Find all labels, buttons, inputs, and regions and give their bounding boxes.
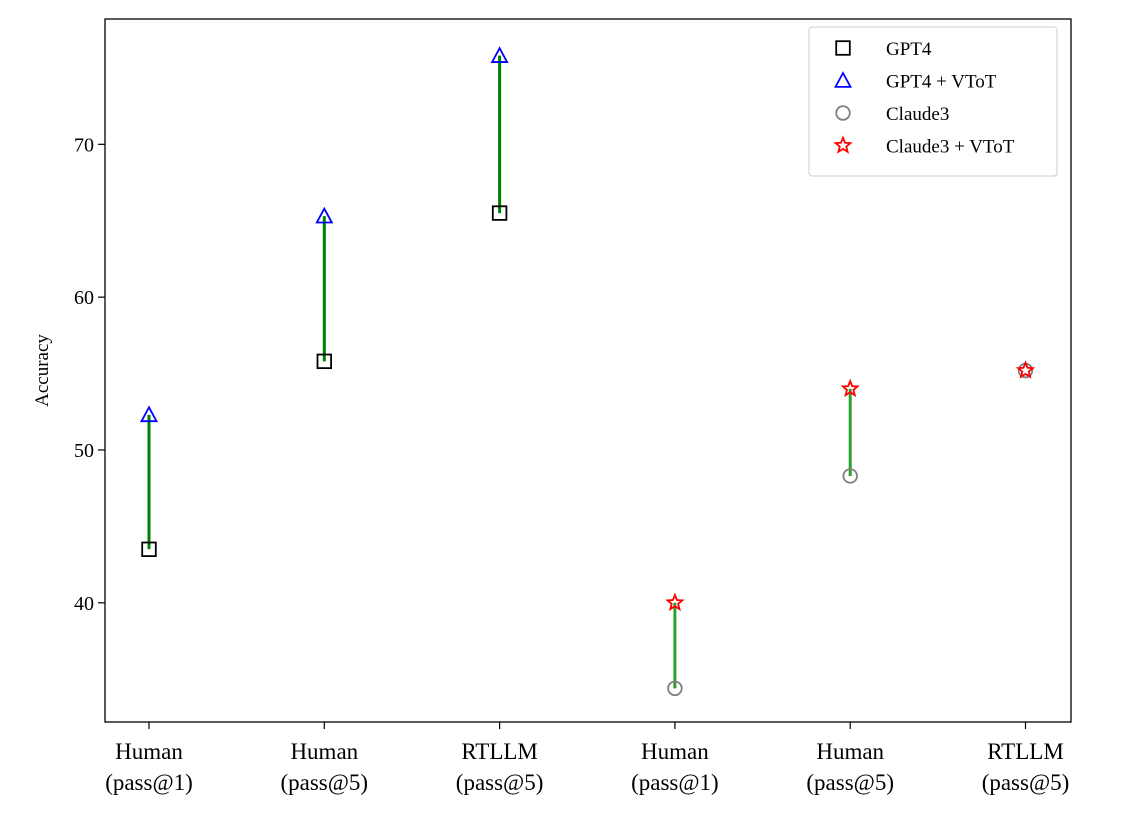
y-tick-label-2: 60 — [74, 287, 94, 309]
x-category-sublabel-2: (pass@5) — [456, 770, 544, 795]
point-circle-2-1 — [842, 468, 858, 484]
y-axis: 40 50 60 70 — [74, 134, 105, 615]
x-category-sublabel-4: (pass@5) — [806, 770, 894, 795]
x-category-label-5: RTLLM — [987, 739, 1064, 764]
legend-label-1: GPT4 + VToT — [886, 72, 997, 93]
x-axis: Human (pass@1) Human (pass@5) RTLLM (pass@5) H… — [105, 722, 1069, 795]
point-triangle-1-1 — [315, 206, 334, 224]
y-axis-title: Accuracy — [32, 334, 53, 407]
point-square-0-1 — [316, 353, 333, 370]
x-category-sublabel-3: (pass@1) — [631, 770, 719, 795]
legend-label-3: Claude3 + VToT — [886, 137, 1015, 158]
data-markers — [139, 46, 1036, 697]
x-category-label-4: Human — [816, 739, 884, 764]
x-category-label-2: RTLLM — [461, 739, 538, 764]
plot-area-frame — [104, 18, 1072, 723]
point-circle-2-0 — [667, 680, 683, 697]
y-tick-label-3: 70 — [74, 134, 94, 156]
legend-box — [808, 26, 1058, 177]
point-square-0-0 — [141, 541, 157, 558]
legend-marker-1 — [833, 71, 853, 88]
point-star-3-1 — [840, 378, 860, 398]
legend-marker-3 — [833, 135, 853, 154]
point-star-3-2 — [1015, 360, 1036, 379]
legend-label-2: Claude3 — [886, 104, 949, 125]
x-category-sublabel-0: (pass@1) — [105, 770, 193, 795]
connector-lines — [147, 55, 852, 689]
legend-label-0: GPT4 — [886, 39, 932, 60]
y-tick-label-1: 50 — [74, 440, 94, 462]
point-triangle-1-0 — [139, 405, 159, 423]
x-category-label-3: Human — [641, 739, 709, 764]
legend: GPT4 GPT4 + VToT Claude3 Claude3 + VToT — [808, 26, 1058, 177]
point-star-3-0 — [665, 592, 685, 612]
x-category-sublabel-1: (pass@5) — [280, 770, 368, 795]
legend-marker-0 — [835, 40, 851, 56]
legend-marker-2 — [835, 105, 851, 121]
point-square-0-2 — [491, 205, 508, 221]
x-category-label-0: Human — [115, 739, 183, 764]
point-triangle-1-2 — [490, 46, 509, 63]
x-category-sublabel-5: (pass@5) — [982, 770, 1070, 795]
x-category-label-1: Human — [290, 739, 358, 764]
y-tick-label-0: 40 — [74, 593, 94, 615]
